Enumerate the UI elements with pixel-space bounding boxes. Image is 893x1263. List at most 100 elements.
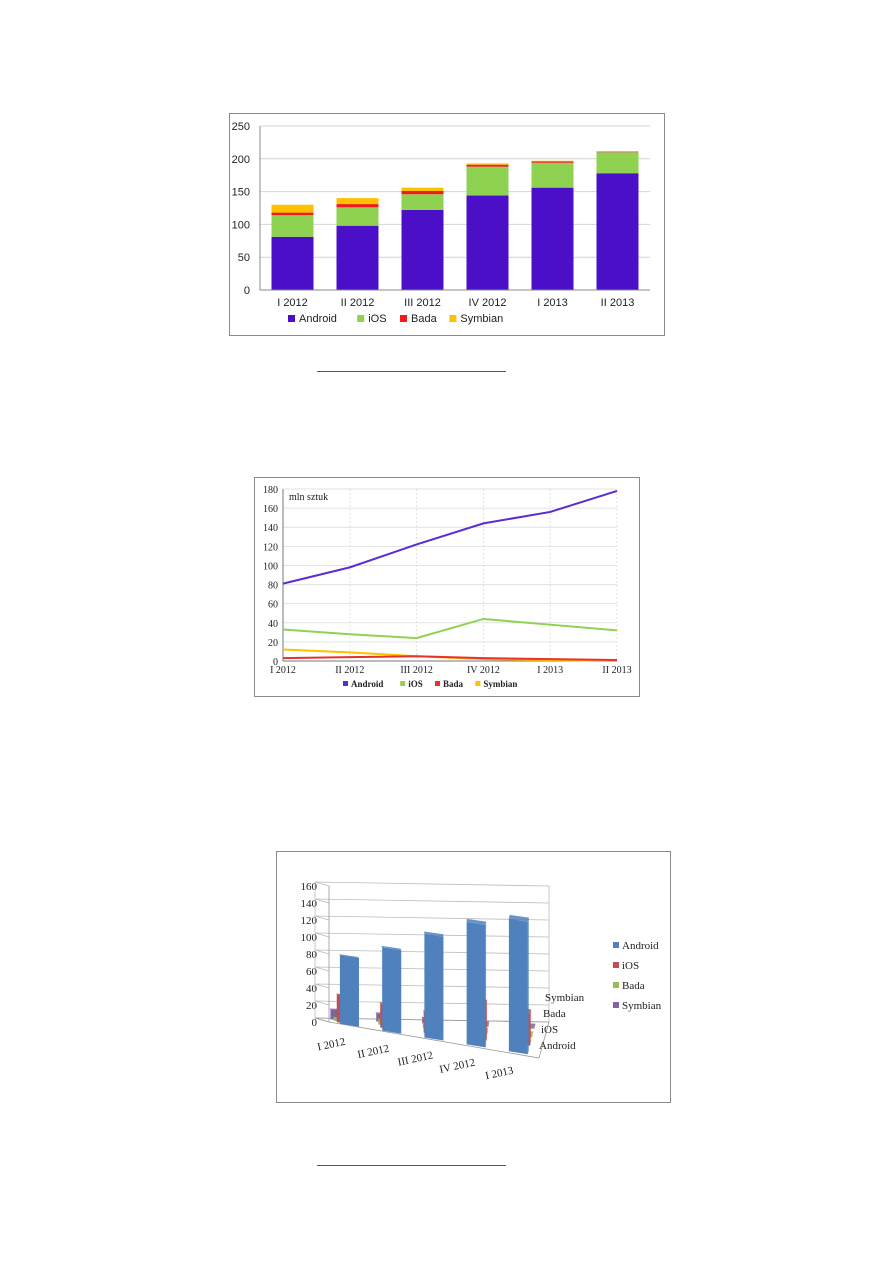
legend-swatch-android bbox=[613, 942, 619, 948]
x-tick-label-iv-2012: IV 2012 bbox=[469, 297, 507, 309]
legend-label-android: Android bbox=[299, 313, 337, 325]
bar-android-iv-2012-top bbox=[466, 918, 487, 926]
y-tick-label-140: 140 bbox=[263, 523, 278, 534]
legend-label-bada: Bada bbox=[622, 980, 645, 992]
x-tick-label-iii-2012: III 2012 bbox=[397, 1049, 434, 1068]
y-tick-label-140: 140 bbox=[301, 898, 318, 910]
source-link-underline-1[interactable] bbox=[317, 371, 506, 372]
bar-android-iv-2012 bbox=[466, 195, 509, 290]
legend-label-symbian: Symbian bbox=[483, 679, 517, 689]
legend-swatch-bada bbox=[613, 982, 619, 988]
bar-android-i-2013-top bbox=[508, 914, 529, 922]
bar-bada-iii-2012 bbox=[401, 190, 444, 195]
y-tick-label-250: 250 bbox=[232, 121, 250, 133]
bar-bada-i-2012 bbox=[271, 212, 314, 216]
bar-symbian-i-2012 bbox=[271, 204, 314, 213]
y-tick-label-0: 0 bbox=[244, 285, 250, 297]
x-tick-label-i-2013: I 2013 bbox=[537, 297, 568, 309]
stacked-bar-chart-svg: 0 50 100 150 200 250 I 2012 II 2012 III 2012 IV 2… bbox=[232, 121, 650, 325]
bar-android-i-2013-side bbox=[527, 917, 529, 1055]
line-ios bbox=[282, 617, 618, 640]
bar-android-ii-2012 bbox=[336, 225, 379, 290]
legend-swatch-bada bbox=[400, 315, 407, 322]
y-tick-label-40: 40 bbox=[268, 619, 278, 630]
bar-ios-i-2012 bbox=[271, 215, 314, 237]
y-tick-label-80: 80 bbox=[268, 581, 278, 592]
x-tick-label-i-2013: I 2013 bbox=[484, 1065, 515, 1083]
legend-label-bada: Bada bbox=[411, 313, 438, 325]
y-tick-label-120: 120 bbox=[301, 915, 318, 927]
legend-label-ios: iOS bbox=[408, 679, 423, 689]
bar-android-i-2012 bbox=[338, 954, 359, 1027]
y-tick-label-50: 50 bbox=[238, 252, 250, 264]
source-link-underline-2[interactable] bbox=[317, 1165, 506, 1166]
x-tick-label-ii-2012: II 2012 bbox=[356, 1043, 390, 1061]
bar-bada-ii-2012 bbox=[336, 204, 379, 208]
depth-label-bada: Bada bbox=[543, 1008, 566, 1020]
bar-android-ii-2012 bbox=[381, 945, 402, 1034]
gridline-140 bbox=[314, 898, 550, 904]
bar-symbian-i-2013 bbox=[531, 160, 574, 162]
line-android bbox=[282, 489, 618, 585]
line-bada bbox=[282, 655, 618, 662]
depth-label-ios: iOS bbox=[541, 1024, 558, 1036]
bar-android-iii-2012-front bbox=[424, 933, 444, 1041]
bar-android-ii-2012-front bbox=[382, 947, 402, 1034]
bar-bada-ii-2013 bbox=[596, 151, 639, 153]
y-tick-label-180: 180 bbox=[263, 485, 278, 496]
bar-android-ii-2013 bbox=[596, 173, 639, 290]
bar-android-iv-2012 bbox=[466, 918, 487, 1048]
legend-swatch-ios bbox=[613, 962, 619, 968]
depth-label-symbian: Symbian bbox=[545, 992, 585, 1004]
bar-bada-i-2013 bbox=[531, 161, 574, 163]
y-tick-label-20: 20 bbox=[306, 1000, 318, 1012]
x-tick-label-iii-2012: III 2012 bbox=[400, 665, 433, 676]
y-tick-label-100: 100 bbox=[263, 561, 278, 572]
y-tick-label-80: 80 bbox=[306, 949, 318, 961]
legend-swatch-symbian bbox=[449, 315, 457, 322]
bar-symbian-iii-2012 bbox=[401, 187, 444, 191]
legend-label-bada: Bada bbox=[443, 679, 464, 689]
legend-label-ios: iOS bbox=[368, 313, 386, 325]
y-tick-label-100: 100 bbox=[301, 932, 318, 944]
y-tick-label-150: 150 bbox=[232, 187, 250, 199]
x-tick-label-iii-2012: III 2012 bbox=[404, 297, 441, 309]
x-tick-label-iv-2012: IV 2012 bbox=[467, 665, 500, 676]
x-tick-label-ii-2012: II 2012 bbox=[341, 297, 375, 309]
legend-label-symbian: Symbian bbox=[460, 313, 503, 325]
bar-ios-iv-2012 bbox=[466, 166, 509, 196]
legend-swatch-android bbox=[288, 315, 295, 322]
stacked-bar-chart: 0 50 100 150 200 250 I 2012 II 2012 III 2012 IV 2… bbox=[229, 113, 665, 336]
y-tick-label-40: 40 bbox=[306, 983, 318, 995]
depth-label-android: Android bbox=[539, 1040, 576, 1052]
y-tick-label-160: 160 bbox=[301, 881, 318, 893]
x-tick-label-i-2013: I 2013 bbox=[537, 665, 563, 676]
y-tick-label-160: 160 bbox=[263, 504, 278, 515]
bar-android-iii-2012 bbox=[401, 209, 444, 290]
bar-android-i-2012-top bbox=[338, 954, 359, 958]
bar-ios-ii-2013 bbox=[596, 152, 639, 174]
bar-android-i-2012-front bbox=[339, 954, 359, 1027]
y-tick-label-20: 20 bbox=[268, 638, 278, 649]
x-tick-label-i-2012: I 2012 bbox=[277, 297, 308, 309]
legend-swatch-ios bbox=[357, 315, 365, 322]
bar-android-iii-2012-top bbox=[424, 931, 444, 937]
bar-android-i-2013 bbox=[508, 914, 529, 1055]
legend-label-symbian: Symbian bbox=[622, 1000, 662, 1012]
legend-label-ios: iOS bbox=[622, 960, 639, 972]
bar-android-i-2013-front bbox=[508, 918, 528, 1055]
bar-ios-i-2013-side bbox=[530, 1009, 532, 1046]
bar-android-i-2013 bbox=[531, 187, 574, 290]
legend-label-android: Android bbox=[622, 940, 659, 952]
bar-bada-i-2013-side bbox=[532, 1031, 534, 1038]
x-tick-label-i-2012: I 2012 bbox=[270, 665, 296, 676]
legend-swatch-ios bbox=[400, 681, 406, 686]
legend-swatch-android bbox=[343, 681, 348, 686]
legend-swatch-bada bbox=[435, 681, 440, 686]
y-tick-label-100: 100 bbox=[232, 219, 250, 231]
x-tick-label-iv-2012: IV 2012 bbox=[438, 1057, 476, 1076]
y-tick-label-60: 60 bbox=[306, 966, 318, 978]
line-chart: 0 20 40 60 80 100 120 140 160 180 I 2012 II 2012 III… bbox=[254, 477, 640, 697]
bar-android-ii-2012-top bbox=[381, 945, 402, 951]
y-tick-label-60: 60 bbox=[268, 600, 278, 611]
